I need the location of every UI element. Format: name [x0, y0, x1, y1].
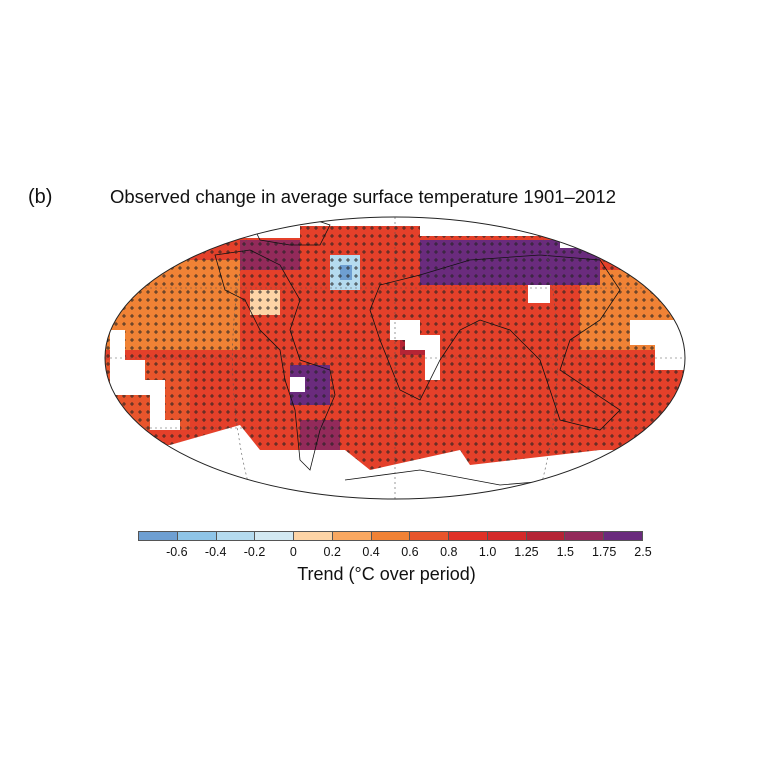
colorbar-tick-label: 0.6 — [401, 545, 419, 559]
map-border — [104, 216, 686, 500]
colorbar-tick-label: 1.0 — [478, 545, 497, 559]
colorbar-label: Trend (°C over period) — [297, 564, 476, 584]
colorbar-bin — [526, 532, 566, 540]
south-pacific-missing-data — [110, 330, 180, 430]
colorbar-tick-label: -0.6 — [166, 545, 188, 559]
colorbar-bin — [216, 532, 256, 540]
colorbar-bin — [487, 532, 527, 540]
asia-missing-data — [528, 285, 550, 303]
colorbar-tick-label: 0 — [289, 545, 297, 559]
colorbar-bin — [371, 532, 411, 540]
colorbar-bin — [449, 532, 488, 540]
colorbar-tick-label: 1.25 — [514, 545, 539, 559]
pacific-missing-data — [630, 320, 685, 370]
map-title: Observed change in average surface tempe… — [110, 186, 617, 207]
colorbar-bin — [410, 532, 450, 540]
colorbar-tick-label: 0.8 — [440, 545, 458, 559]
colorbar-bin — [565, 532, 605, 540]
colorbar-bin — [255, 532, 295, 540]
graticule — [105, 217, 685, 499]
colorbar-bin — [332, 532, 372, 540]
colorbar-tick-label: -0.2 — [243, 545, 266, 559]
colorbar-tick-label: 1.5 — [556, 545, 574, 559]
colorbar-bin — [177, 532, 217, 540]
colorbar-bin — [604, 532, 642, 540]
africa-missing-data — [390, 320, 440, 380]
colorbar-tick-label: 0.2 — [323, 545, 341, 559]
colorbar-tick-label: 1.75 — [591, 545, 617, 559]
colorbar — [138, 531, 643, 541]
colorbar-tick-label: -0.4 — [204, 545, 227, 559]
colorbar-tick-label: 2.5 — [634, 545, 652, 559]
panel-label: (b) — [28, 186, 53, 208]
amazon-missing-data — [290, 377, 305, 392]
colorbar-tick-label: 0.4 — [362, 545, 380, 559]
colorbar-bin — [139, 532, 178, 540]
colorbar-bin — [294, 532, 333, 540]
